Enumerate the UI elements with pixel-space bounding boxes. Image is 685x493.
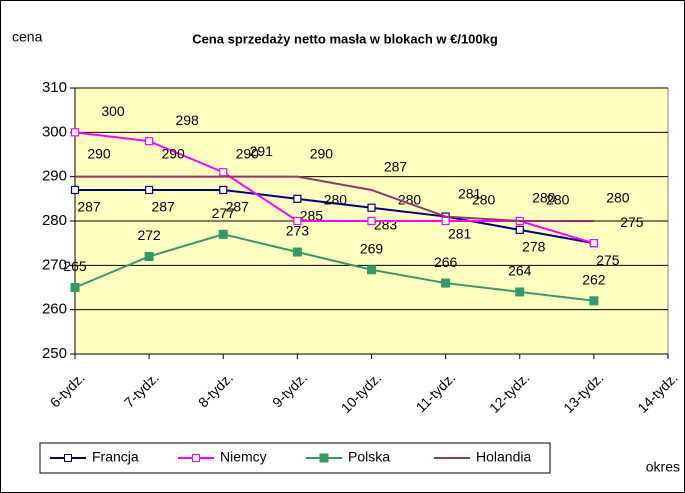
point-marker <box>145 137 154 146</box>
data-label: 281 <box>448 225 472 241</box>
data-label: 280 <box>324 192 348 208</box>
data-label: 280 <box>532 190 556 206</box>
y-tick-label: 310 <box>42 79 67 96</box>
data-label: 265 <box>63 258 87 274</box>
data-label: 287 <box>226 199 250 215</box>
legend-label: Niemcy <box>220 449 267 465</box>
legend-marker <box>64 454 72 462</box>
data-label: 283 <box>374 216 398 232</box>
point-marker <box>70 128 80 137</box>
y-axis-label: cena <box>12 29 43 45</box>
data-label: 285 <box>300 208 324 224</box>
series-line <box>75 188 595 245</box>
data-label: 290 <box>236 145 260 161</box>
data-label: 291 <box>250 143 274 159</box>
data-label: 298 <box>175 112 199 128</box>
legend-marker <box>192 454 200 462</box>
point-marker <box>515 225 524 234</box>
y-tick-label: 250 <box>42 345 67 362</box>
y-tick-label: 290 <box>42 168 67 185</box>
data-label: 287 <box>151 199 175 215</box>
point-marker <box>70 185 80 195</box>
data-label: 280 <box>398 192 422 208</box>
data-label: 290 <box>310 145 334 161</box>
point-marker <box>70 283 80 292</box>
point-marker <box>367 216 376 226</box>
point-marker <box>589 296 599 306</box>
point-marker <box>515 287 525 297</box>
point-marker <box>589 239 598 248</box>
point-marker <box>218 229 228 239</box>
data-label: 290 <box>161 145 185 161</box>
data-label: 262 <box>582 272 606 288</box>
data-label: 272 <box>137 227 161 243</box>
point-marker <box>219 168 228 177</box>
point-marker <box>219 185 228 195</box>
y-tick-label: 260 <box>42 301 67 318</box>
data-label: 273 <box>286 223 310 239</box>
series-line <box>75 175 594 222</box>
point-marker <box>367 203 376 212</box>
data-label: 280 <box>546 192 570 208</box>
point-marker <box>367 265 376 275</box>
y-tick-label: 280 <box>42 212 67 229</box>
data-label: 281 <box>458 185 482 201</box>
point-marker <box>292 247 302 257</box>
data-label: 275 <box>596 252 620 268</box>
data-label: 269 <box>360 240 384 256</box>
data-label: 287 <box>384 159 408 175</box>
legend-marker <box>319 453 329 463</box>
series-line <box>74 233 594 302</box>
data-label: 280 <box>472 192 496 208</box>
data-label: 280 <box>606 190 630 206</box>
data-label: 287 <box>77 199 101 215</box>
data-label: 278 <box>522 239 546 255</box>
data-label: 275 <box>620 214 644 230</box>
point-marker <box>293 216 302 226</box>
data-label: 300 <box>101 103 125 119</box>
data-label: 264 <box>508 263 532 279</box>
legend-label: Polska <box>348 449 390 465</box>
point-marker <box>293 194 302 203</box>
data-label: 266 <box>434 254 458 270</box>
point-marker <box>144 251 154 261</box>
y-tick-label: 270 <box>42 256 67 273</box>
chart-title: Cena sprzedaży netto masła w blokach w €… <box>192 31 498 46</box>
legend-label: Francja <box>92 449 139 465</box>
x-axis-label: okres <box>646 459 680 475</box>
point-marker <box>441 216 450 226</box>
point-marker <box>441 278 451 288</box>
data-label: 277 <box>212 205 236 221</box>
point-marker <box>145 185 154 195</box>
y-tick-label: 300 <box>42 123 67 140</box>
data-label: 290 <box>87 145 111 161</box>
legend-label: Holandia <box>476 449 531 465</box>
